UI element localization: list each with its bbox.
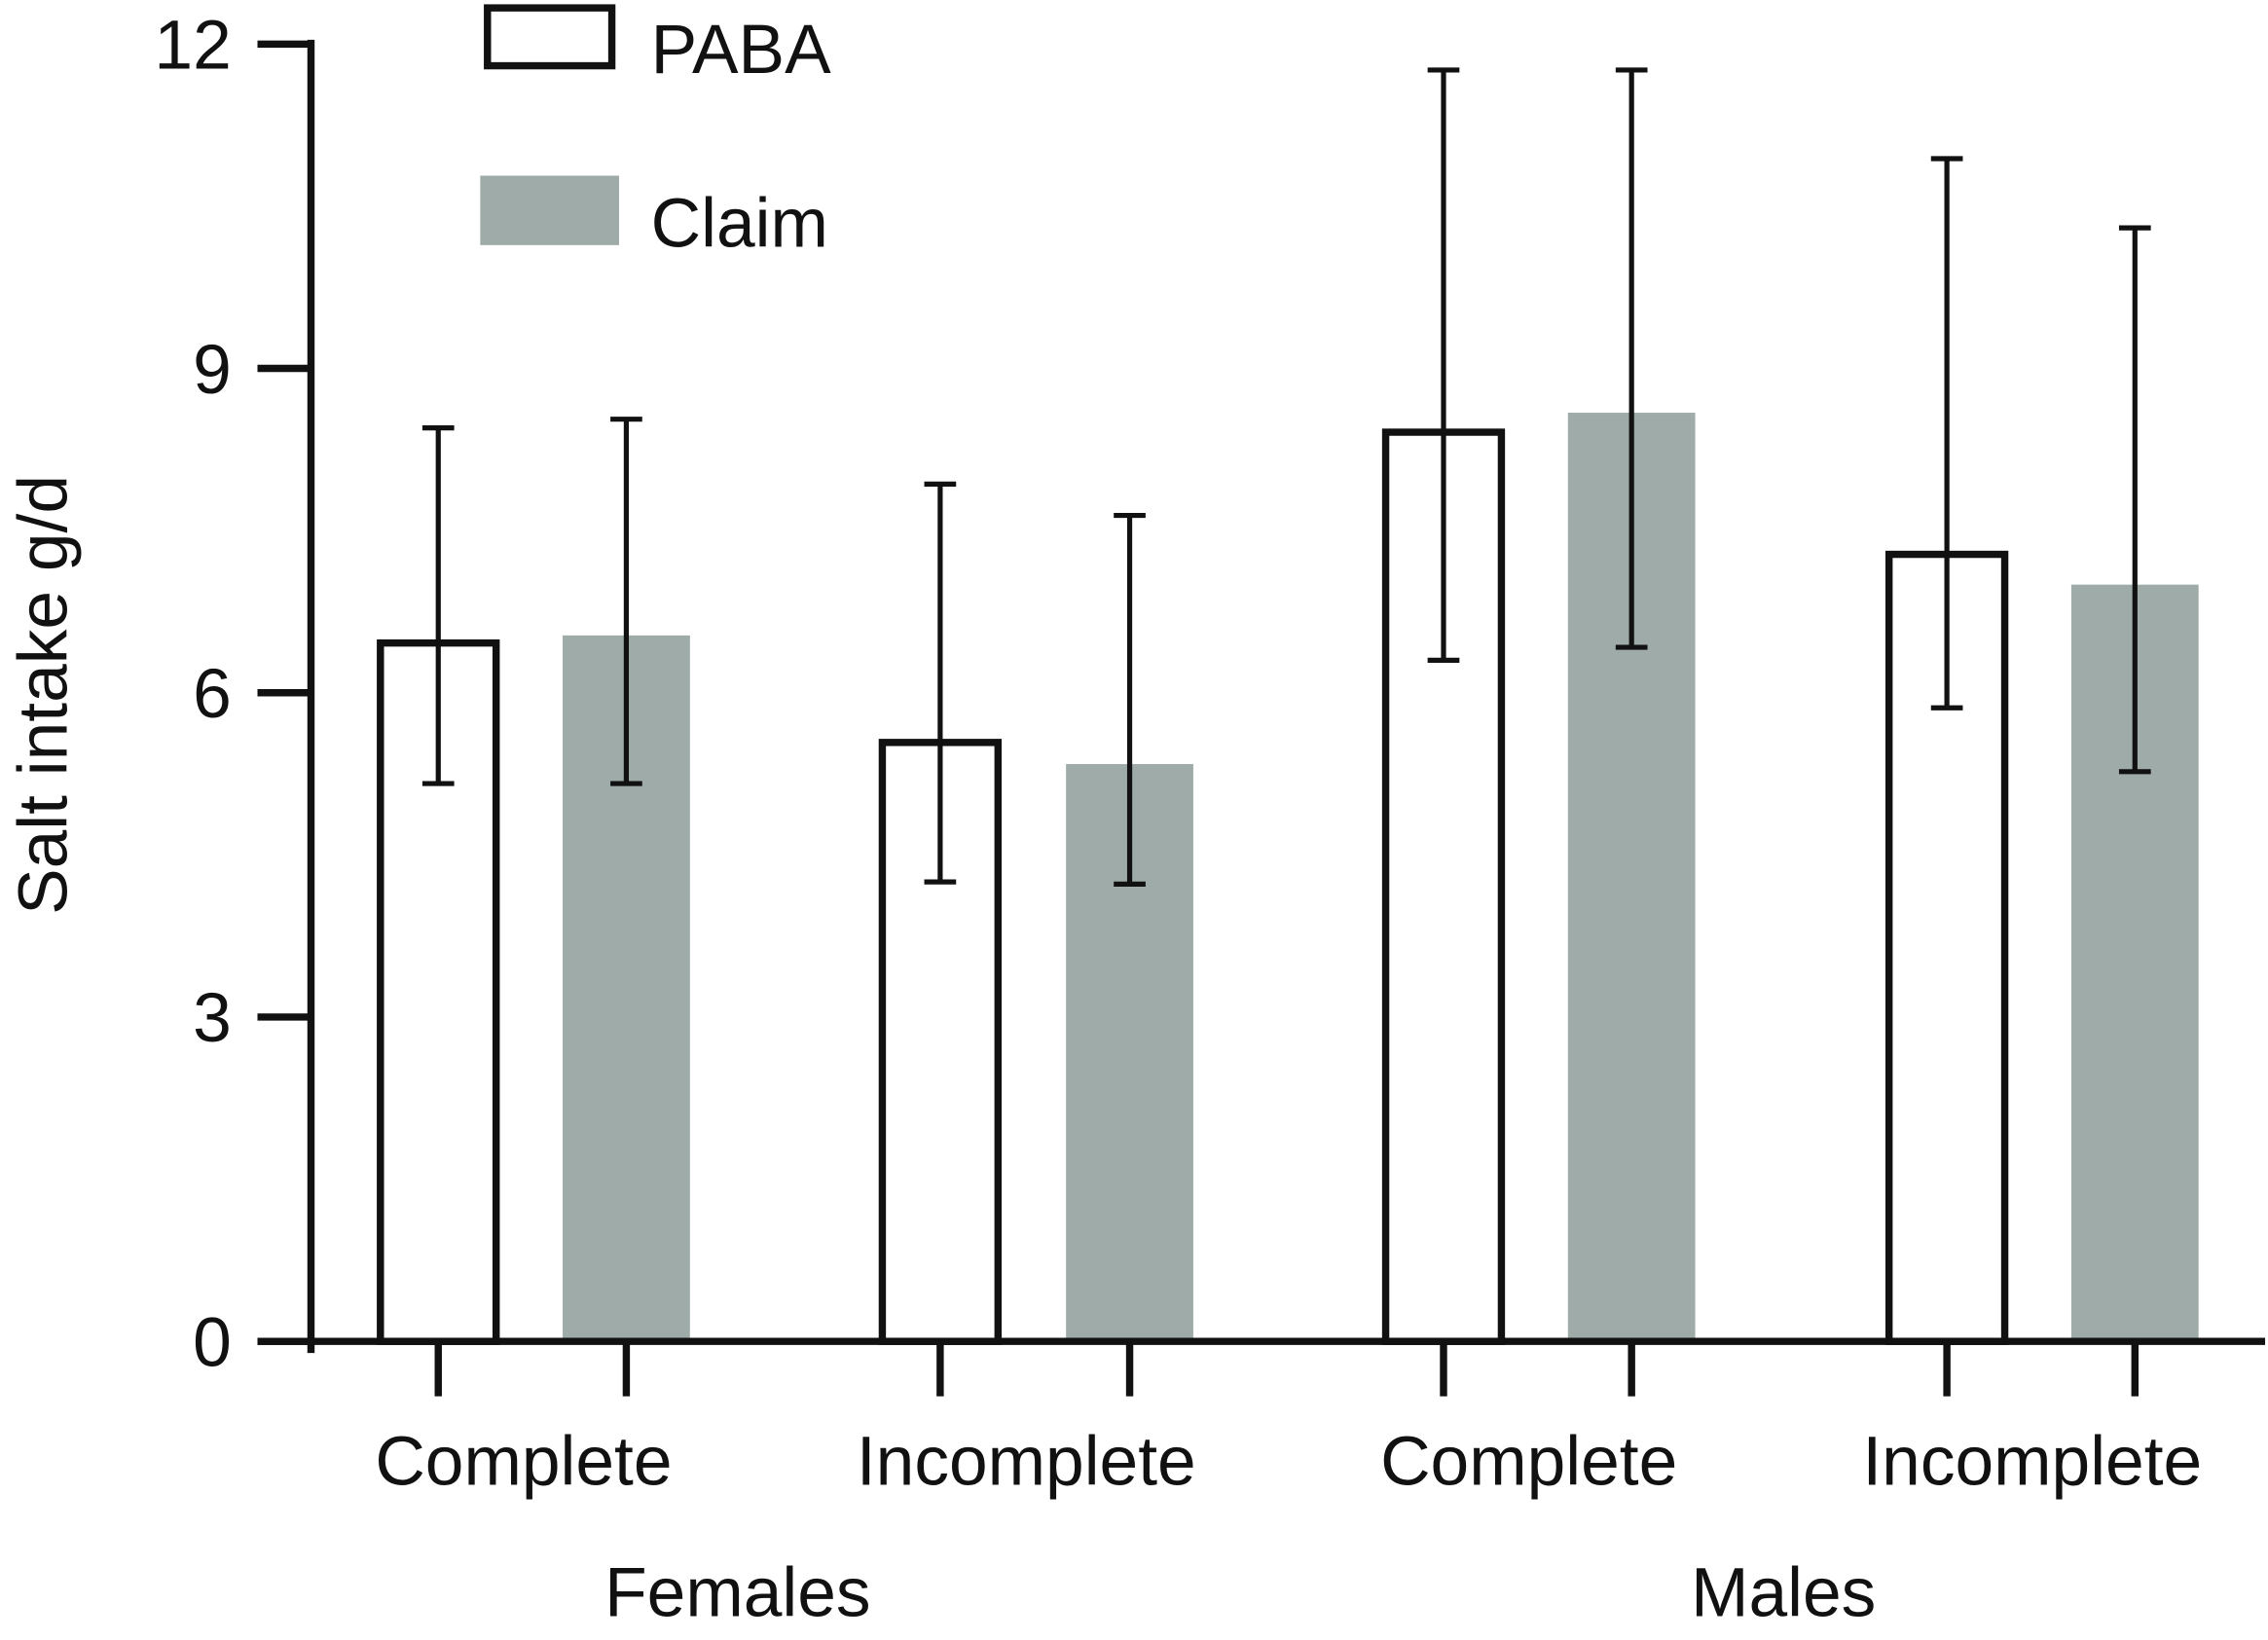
error-bar — [1427, 67, 1460, 664]
y-axis-label: Salt intake g/d — [4, 475, 82, 915]
category-label: Complete — [375, 1422, 672, 1500]
y-tick-label: 12 — [154, 7, 231, 85]
error-bar — [1615, 67, 1648, 650]
legend: PABA Claim — [480, 4, 831, 262]
y-tick-label: 9 — [193, 331, 232, 409]
error-bar — [610, 417, 642, 786]
error-bar — [1930, 156, 1963, 711]
error-bar — [924, 481, 957, 885]
category-label: Incomplete — [857, 1422, 1196, 1500]
legend-swatch-claim — [480, 175, 619, 245]
legend-label-claim: Claim — [651, 184, 828, 262]
legend-swatch-paba — [484, 4, 616, 70]
error-bar — [2118, 225, 2151, 775]
y-tick-label: 6 — [193, 655, 232, 733]
group-label-males: Males — [1691, 1554, 1876, 1632]
error-bar — [421, 424, 455, 786]
category-label: Incomplete — [1862, 1422, 2202, 1500]
legend-label-paba: PABA — [651, 11, 831, 89]
category-label: Complete — [1380, 1422, 1677, 1500]
y-tick-label: 0 — [193, 1303, 232, 1381]
error-bar — [1114, 512, 1146, 887]
y-tick-label: 3 — [193, 979, 232, 1057]
group-label-females: Females — [604, 1554, 870, 1632]
